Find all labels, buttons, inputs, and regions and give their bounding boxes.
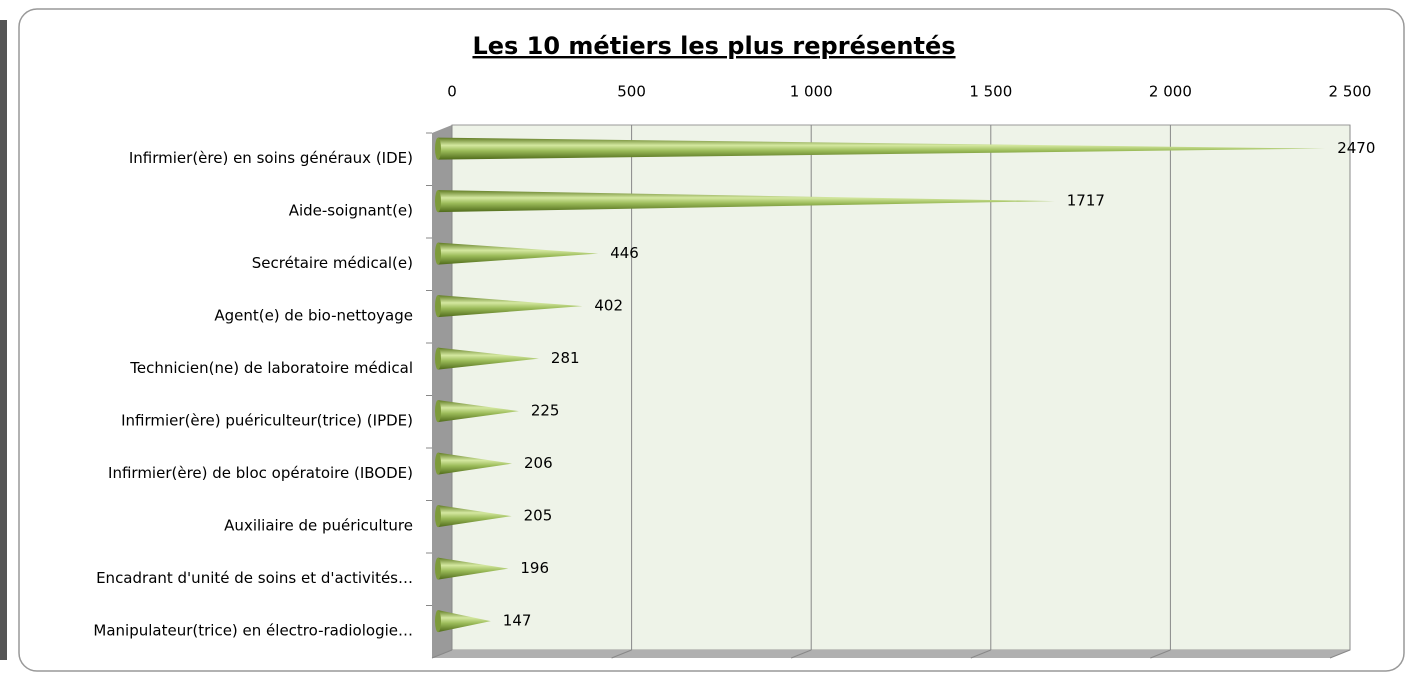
bar: [435, 295, 583, 318]
side-strip: [0, 20, 7, 660]
plot-wall: [451, 124, 1351, 651]
bar: [435, 347, 539, 370]
bar: [435, 242, 599, 265]
x-tick-label: 0: [447, 83, 457, 101]
grid-line: [611, 649, 632, 659]
y-tick-label: Infirmier(ère) de bloc opératoire (IBODE…: [108, 464, 413, 482]
grid-line: [791, 649, 812, 659]
bar: [435, 557, 509, 580]
bar: [435, 190, 1055, 213]
grid-line: [970, 649, 991, 659]
grid-line: [1150, 649, 1171, 659]
grid-line: [1329, 649, 1351, 659]
x-tick-label: 2 000: [1149, 83, 1192, 101]
data-label: 205: [524, 507, 553, 525]
x-tick-label: 1 500: [969, 83, 1012, 101]
x-tick-label: 2 500: [1329, 83, 1372, 101]
y-tick-label: Aide-soignant(e): [289, 202, 413, 220]
bar: [435, 610, 491, 633]
y-tick-label: Infirmier(ère) puériculteur(trice) (IPDE…: [121, 412, 413, 430]
bar: [435, 400, 519, 423]
y-tick-label: Technicien(ne) de laboratoire médical: [129, 359, 413, 377]
data-label: 446: [610, 244, 639, 262]
y-tick-label: Auxiliaire de puériculture: [224, 517, 413, 535]
x-tick-label: 500: [617, 83, 646, 101]
y-tick-label: Manipulateur(trice) en électro-radiologi…: [93, 622, 413, 640]
y-tick-label: Secrétaire médical(e): [252, 254, 413, 272]
y-tick-label: Infirmier(ère) en soins généraux (IDE): [129, 149, 413, 167]
data-label: 2470: [1337, 139, 1375, 157]
data-label: 206: [524, 454, 553, 472]
y-tick-label: Encadrant d'unité de soins et d'activité…: [96, 569, 413, 587]
grid-line: [431, 649, 453, 659]
data-label: 147: [503, 612, 532, 630]
bar: [435, 505, 512, 528]
data-label: 281: [551, 349, 580, 367]
y-tick-label: Agent(e) de bio-nettoyage: [214, 307, 413, 325]
bar: [435, 137, 1326, 160]
data-label: 196: [520, 559, 549, 577]
data-label: 402: [594, 297, 623, 315]
data-label: 1717: [1067, 192, 1105, 210]
data-label: 225: [531, 402, 560, 420]
chart-title: Les 10 métiers les plus représentés: [472, 32, 955, 60]
bar: [435, 452, 512, 475]
floor: [432, 650, 1350, 658]
x-tick-label: 1 000: [790, 83, 833, 101]
